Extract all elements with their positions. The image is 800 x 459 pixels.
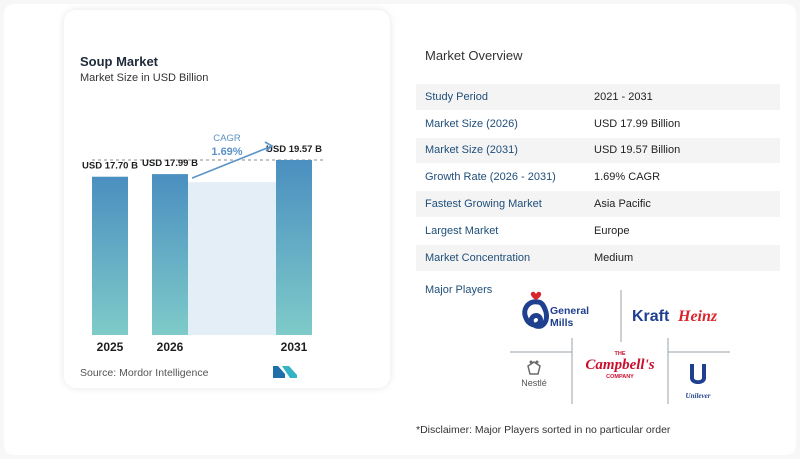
general-mills-logo: General Mills [522,291,589,329]
overview-table: Study Period 2021 - 2031 Market Size (202… [416,84,780,272]
chart-card: Soup Market Market Size in USD Billion U… [64,10,390,388]
x-tick-label: 2025 [97,340,124,354]
bar-value-label: USD 17.99 B [142,158,198,169]
unilever-text: Unilever [686,392,711,400]
kraft-heinz-logo: Kraft Heinz [632,308,718,325]
unilever-logo: Unilever [686,364,711,400]
major-players-logo-grid: General Mills Kraft Heinz THE Campbell's… [510,290,730,404]
overview-row: Market Size (2026) USD 17.99 Billion [416,110,780,138]
bar-2026 [152,174,188,335]
mordor-intelligence-logo-icon [273,366,297,378]
disclaimer-text: *Disclaimer: Major Players sorted in no … [416,424,671,436]
overview-key: Growth Rate (2026 - 2031) [425,171,556,184]
cagr-arrow-line [191,145,273,179]
overview-value: USD 17.99 Billion [594,117,681,130]
cagr-band [188,182,276,335]
cagr-arrow-head [264,141,274,152]
general-mills-line2: Mills [550,317,573,329]
bar-2025 [92,176,128,335]
source-label: Source: [80,367,117,379]
major-players-label: Major Players [425,284,493,296]
nestle-logo: Nestlé [521,360,547,388]
x-tick-label: 2026 [157,340,184,354]
overview-value: Europe [594,224,630,237]
overview-key: Largest Market [425,224,499,237]
heinz-text: Heinz [677,308,718,325]
x-tick-label: 2031 [281,340,308,354]
overview-value: 1.69% CAGR [594,171,661,184]
overview-value: 2021 - 2031 [594,90,653,103]
overview-key: Market Size (2031) [425,144,518,157]
overview-title: Market Overview [425,48,523,63]
cagr-value: 1.69% [211,146,242,158]
overview-key: Market Concentration [425,251,531,264]
bar-2031 [276,160,312,335]
bar-value-label: USD 19.57 B [266,144,322,155]
source-note: Source: Mordor Intelligence [80,367,208,379]
overview-value: Medium [594,251,634,264]
nestle-nest-icon [527,361,541,375]
campbells-name-text: Campbell's [585,357,654,373]
chart-title: Soup Market [80,54,159,69]
overview-value: Asia Pacific [594,198,651,211]
overview-key: Fastest Growing Market [425,198,542,211]
bar-value-label: USD 17.70 B [82,161,138,172]
overview-value: USD 19.57 Billion [594,144,681,157]
overview-row: Fastest Growing Market Asia Pacific [416,191,780,218]
campbells-top-text: THE [615,351,626,357]
nestle-text: Nestlé [521,378,547,388]
overview-row: Growth Rate (2026 - 2031) 1.69% CAGR [416,164,780,192]
overview-row: Largest Market Europe [416,217,780,245]
cagr-label: CAGR [213,133,241,144]
overview-key: Market Size (2026) [425,117,518,130]
overview-key: Study Period [425,90,488,103]
overview-row: Market Size (2031) USD 19.57 Billion [416,137,780,165]
overview-row: Market Concentration Medium [416,244,780,272]
general-mills-line1: General [550,305,589,317]
source-name: Mordor Intelligence [119,367,209,379]
bar-chart: USD 17.70 B 2025 USD 17.99 B 2026 USD 19.57 … [82,133,324,354]
campbells-bottom-text: COMPANY [606,374,634,380]
unilever-u-icon [690,364,706,384]
overview-row: Study Period 2021 - 2031 [416,84,780,111]
chart-subtitle: Market Size in USD Billion [80,72,209,84]
kraft-text: Kraft [632,308,670,325]
campbells-logo: THE Campbell's COMPANY [585,351,654,380]
